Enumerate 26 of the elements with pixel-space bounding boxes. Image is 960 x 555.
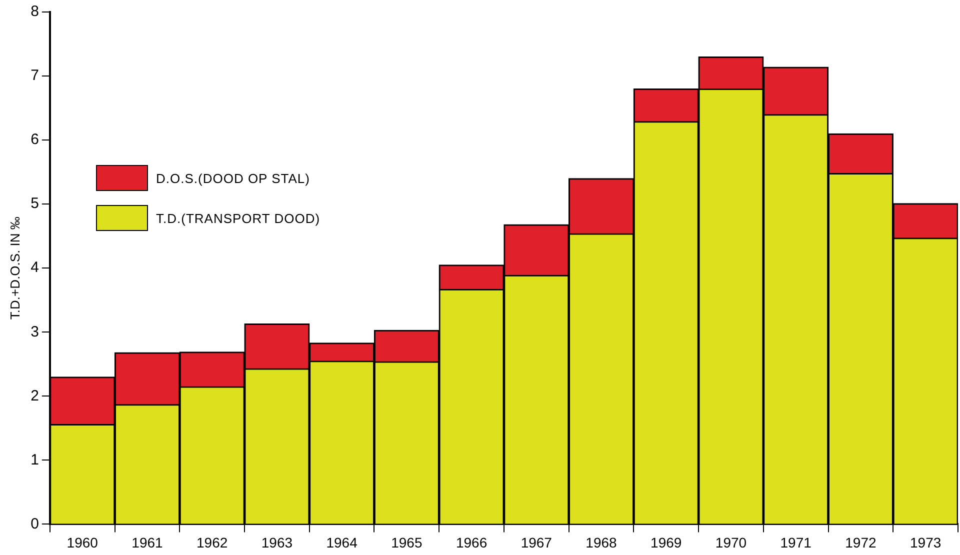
y-tick-label: 8: [30, 3, 39, 20]
y-tick-label: 5: [30, 195, 39, 212]
x-tick-label: 1966: [456, 534, 488, 550]
x-tick-label: 1972: [845, 534, 876, 550]
y-tick-label: 3: [30, 323, 39, 340]
y-tick-label: 1: [30, 451, 39, 468]
x-tick-label: 1973: [910, 534, 942, 550]
x-tick-label: 1968: [586, 534, 618, 550]
y-tick-label: 4: [30, 259, 39, 276]
x-tick-label: 1965: [391, 534, 422, 550]
legend-label: T.D.(TRANSPORT DOOD): [156, 210, 320, 226]
y-tick-label: 6: [30, 131, 39, 148]
x-tick-label: 1971: [780, 534, 812, 550]
x-tick-label: 1960: [66, 534, 98, 550]
x-tick-label: 1961: [132, 534, 164, 550]
y-tick-label: 2: [30, 387, 39, 404]
y-tick-label: 7: [30, 67, 39, 84]
legend-label: D.O.S.(DOOD OP STAL): [156, 170, 310, 186]
y-tick-label: 0: [30, 515, 39, 532]
x-tick-label: 1964: [326, 534, 358, 550]
x-tick-label: 1967: [520, 534, 552, 550]
x-tick-label: 1970: [715, 534, 747, 550]
y-axis-title: T.D.+D.O.S. IN ‰: [7, 216, 22, 320]
x-tick-label: 1969: [650, 534, 682, 550]
x-tick-label: 1962: [196, 534, 228, 550]
x-tick-label: 1963: [261, 534, 293, 550]
